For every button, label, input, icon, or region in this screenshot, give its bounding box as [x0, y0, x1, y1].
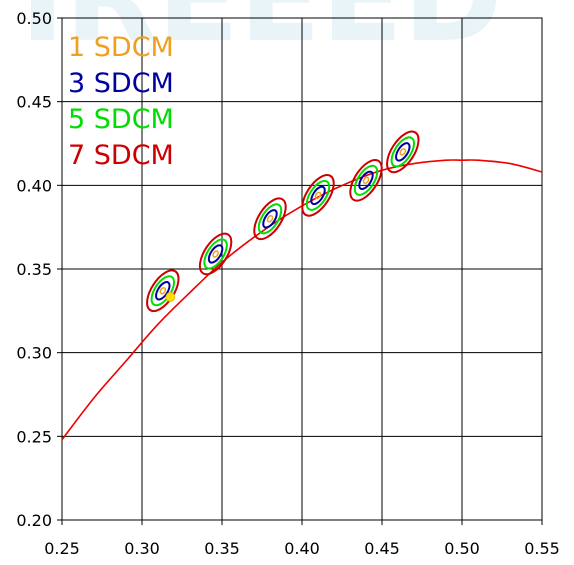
legend-item-4: 7 SDCM [68, 140, 174, 171]
ellipse-group [386, 130, 420, 174]
legend-item-3: 5 SDCM [68, 104, 174, 135]
sdcm-5-ellipse [305, 179, 331, 211]
y-tick-label: 0.45 [16, 93, 52, 112]
legend-item-1: 1 SDCM [68, 32, 174, 63]
sdcm-5-ellipse [203, 238, 228, 270]
sdcm-3-ellipse [310, 185, 326, 206]
sdcm-3-ellipse [358, 170, 374, 191]
ellipse-group [349, 159, 383, 202]
macadam-ellipses [146, 130, 420, 313]
y-tick-label: 0.20 [16, 511, 52, 530]
sdcm-7-ellipse [301, 174, 335, 217]
y-tick-label: 0.35 [16, 260, 52, 279]
sdcm-5-ellipse [390, 136, 416, 168]
sdcm-1-ellipse [399, 148, 407, 156]
sdcm-7-ellipse [146, 269, 180, 313]
watermark-text: IREEED [20, 0, 503, 69]
sdcm-7-ellipse [253, 197, 287, 241]
planckian-locus-line [61, 159, 543, 441]
sdcm-3-ellipse [207, 244, 224, 264]
x-tick-label: 0.35 [204, 539, 240, 558]
sdcm-5-ellipse [353, 164, 379, 196]
sdcm-3-ellipse [262, 209, 278, 229]
y-tick-label: 0.50 [16, 9, 52, 28]
x-tick-label: 0.50 [444, 539, 480, 558]
ellipse-group [301, 174, 335, 217]
sdcm-5-ellipse [257, 203, 283, 235]
sdcm-3-ellipse [155, 281, 171, 301]
x-tick-label: 0.55 [524, 539, 560, 558]
ellipse-group [253, 197, 287, 241]
axis-tick-labels: 0.25 0.30 0.35 0.40 0.45 0.50 0.55 0.20 0.25 0.30… [16, 9, 559, 558]
ellipse-group [198, 232, 233, 276]
sdcm-7-ellipse [198, 232, 233, 276]
y-tick-label: 0.25 [16, 427, 52, 446]
sdcm-1-ellipse [266, 215, 274, 223]
reference-point [165, 292, 176, 302]
y-tick-label: 0.30 [16, 344, 52, 363]
sdcm-1-ellipse [362, 176, 370, 185]
sdcm-1-ellipse [159, 286, 167, 295]
plot-frame [61, 17, 543, 521]
sdcm-1-ellipse [314, 191, 322, 200]
sdcm-5-ellipse [150, 275, 176, 307]
y-tick-label: 0.40 [16, 176, 52, 195]
legend-item-2: 3 SDCM [68, 68, 174, 99]
sdcm-1-ellipse [212, 250, 219, 258]
legend: 1 SDCM 3 SDCM 5 SDCM 7 SDCM [68, 32, 174, 171]
x-tick-label: 0.45 [364, 539, 400, 558]
x-tick-label: 0.25 [44, 539, 80, 558]
x-tick-label: 0.30 [124, 539, 160, 558]
sdcm-7-ellipse [349, 159, 383, 202]
planckian-locus [61, 159, 543, 441]
sdcm-7-ellipse [386, 130, 420, 174]
grid [57, 17, 543, 525]
x-tick-label: 0.40 [284, 539, 320, 558]
ellipse-group [146, 269, 180, 313]
sdcm-3-ellipse [395, 142, 411, 162]
